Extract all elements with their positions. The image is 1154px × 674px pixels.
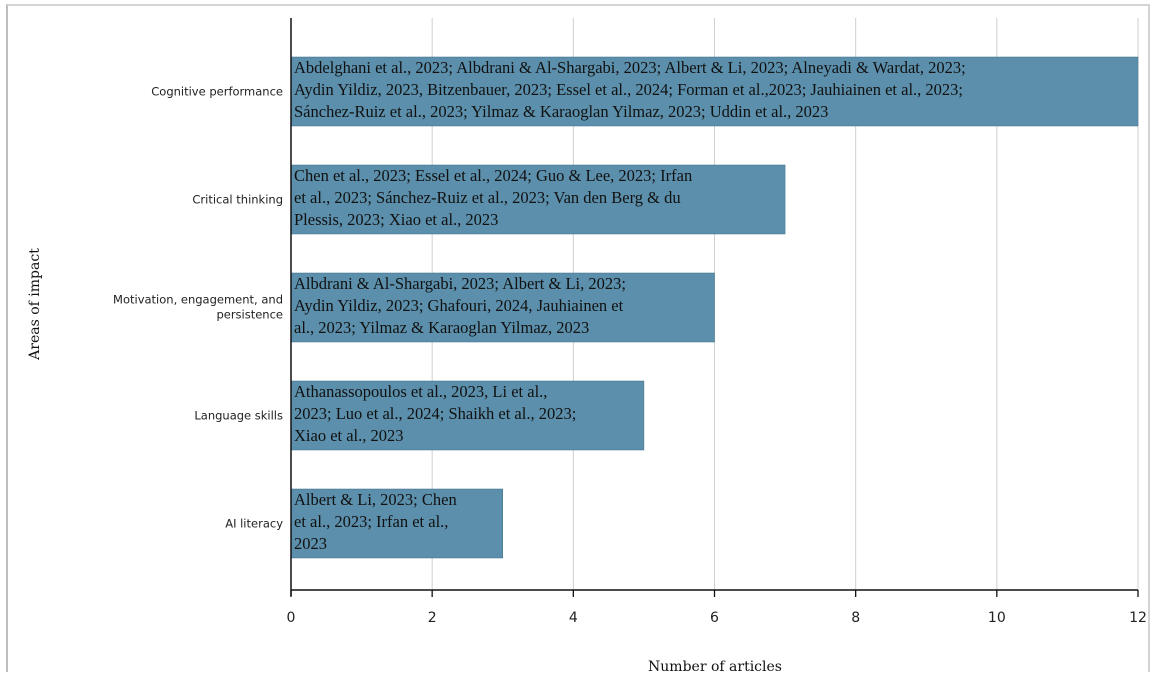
- bar-label-line: Albert & Li, 2023; Chen: [294, 490, 457, 509]
- bar-label-line: 2023; Luo et al., 2024; Shaikh et al., 2…: [294, 404, 576, 423]
- category-label: Critical thinking: [192, 193, 283, 207]
- bar: [290, 164, 786, 235]
- y-axis-title: Areas of impact: [27, 248, 43, 361]
- bar-label-line: Sánchez-Ruiz et al., 2023; Yilmaz & Kara…: [294, 102, 828, 121]
- bar-label-line: Aydin Yildiz, 2023; Ghafouri, 2024, Jauh…: [294, 296, 624, 315]
- bar: [290, 56, 1139, 127]
- x-tick-label: 6: [710, 610, 719, 626]
- bar-label-line: Athanassopoulos et al., 2023, Li et al.,: [294, 382, 547, 401]
- bar-label-line: et al., 2023; Irfan et al.,: [294, 512, 448, 531]
- bar-label-line: Chen et al., 2023; Essel et al., 2024; G…: [294, 166, 692, 185]
- bar-label-line: 2023: [294, 534, 327, 553]
- bar-label-line: Xiao et al., 2023: [294, 426, 404, 445]
- bar-label-line: al., 2023; Yilmaz & Karaoglan Yilmaz, 20…: [294, 318, 589, 337]
- bar: [290, 272, 715, 343]
- category-label: Language skills: [194, 409, 283, 423]
- bar-label-line: Plessis, 2023; Xiao et al., 2023: [294, 210, 498, 229]
- x-tick-label: 4: [569, 610, 578, 626]
- chart-frame: [6, 4, 1150, 672]
- x-tick-label: 2: [428, 610, 437, 626]
- bar-label-line: Abdelghani et al., 2023; Albdrani & Al-S…: [294, 58, 966, 77]
- x-axis-title: Number of articles: [648, 659, 782, 674]
- x-tick-label: 10: [988, 610, 1006, 626]
- x-tick-label: 8: [851, 610, 860, 626]
- bar-label-line: Aydin Yildiz, 2023, Bitzenbauer, 2023; E…: [294, 80, 963, 99]
- bar-label-line: et al., 2023; Sánchez-Ruiz et al., 2023;…: [294, 188, 681, 207]
- category-label: Motivation, engagement, and: [113, 293, 283, 307]
- bar: [290, 488, 503, 559]
- category-label: AI literacy: [225, 517, 283, 531]
- x-tick-label: 0: [287, 610, 296, 626]
- category-label: Cognitive performance: [151, 85, 283, 99]
- bar-label-line: Albdrani & Al-Shargabi, 2023; Albert & L…: [294, 274, 626, 293]
- category-label: persistence: [216, 308, 283, 322]
- bar: [290, 380, 645, 451]
- x-tick-label: 12: [1129, 610, 1147, 626]
